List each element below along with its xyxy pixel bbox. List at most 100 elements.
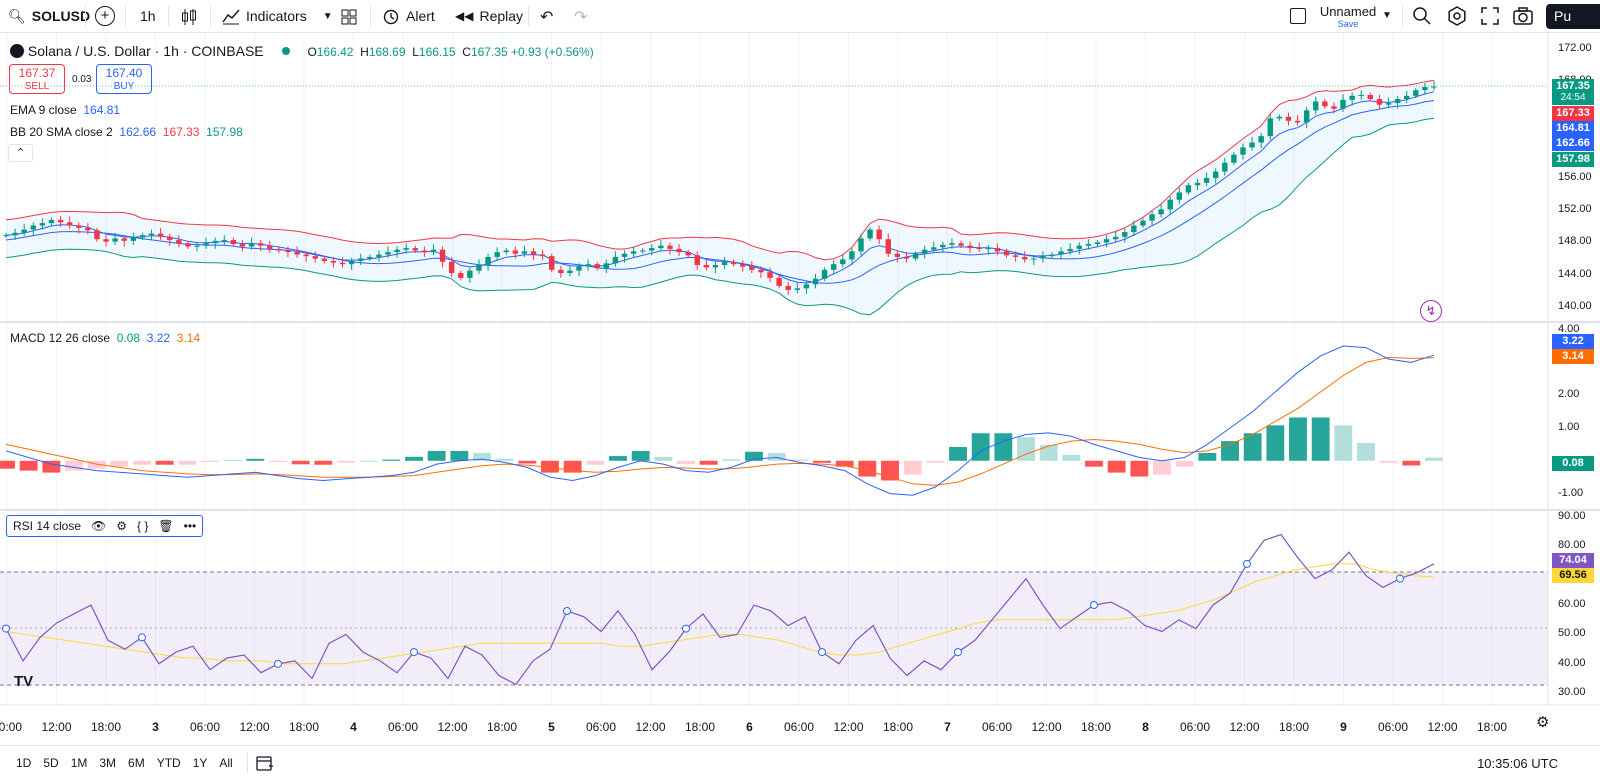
candle-body bbox=[903, 256, 910, 259]
candle-body bbox=[1340, 99, 1346, 109]
candle-body bbox=[849, 251, 855, 260]
candle-body bbox=[840, 259, 846, 265]
sell-button[interactable]: 167.37 SELL bbox=[9, 64, 65, 94]
candle-body bbox=[539, 254, 546, 257]
candle-body bbox=[176, 240, 182, 244]
rsi-legend[interactable]: RSI 14 close 👁︎ ⚙︎ { } 🗑︎ ••• bbox=[6, 515, 204, 537]
candle-body bbox=[285, 250, 291, 253]
time-axis-settings-icon[interactable]: ⚙︎ bbox=[1536, 714, 1550, 731]
candle-body bbox=[39, 223, 46, 226]
candle-body bbox=[339, 262, 346, 265]
time-axis-label: 5 bbox=[548, 720, 555, 734]
range-button-all[interactable]: All bbox=[219, 756, 233, 770]
buy-price: 167.40 bbox=[105, 66, 143, 80]
camera-snapshot-icon[interactable] bbox=[1513, 7, 1533, 25]
macd-hist-bar bbox=[813, 460, 831, 463]
settings-icon[interactable]: ⚙︎ bbox=[116, 519, 128, 533]
candle-body bbox=[1385, 103, 1392, 105]
candle-body bbox=[21, 229, 27, 233]
rsi-cross-marker bbox=[138, 633, 146, 642]
chevron-down-icon[interactable]: ▼ bbox=[1382, 10, 1392, 21]
range-button-5d[interactable]: 5D bbox=[43, 756, 59, 770]
candle-body bbox=[221, 240, 228, 242]
lightning-icon[interactable]: ↯ bbox=[1420, 300, 1442, 322]
fullscreen-icon[interactable] bbox=[1481, 7, 1499, 25]
candle-body bbox=[830, 264, 837, 270]
rsi-cross-marker bbox=[954, 648, 962, 657]
range-button-1m[interactable]: 1M bbox=[70, 756, 88, 770]
macd-hist-bar bbox=[269, 460, 287, 462]
macd-hist-bar bbox=[1130, 460, 1149, 477]
macd-label: MACD 12 26 close bbox=[10, 331, 111, 345]
macd-hist-bar bbox=[994, 433, 1013, 461]
range-button-3m[interactable]: 3M bbox=[99, 756, 117, 770]
clock[interactable]: 10:35:06 UTC bbox=[1477, 755, 1558, 771]
range-button-6m[interactable]: 6M bbox=[128, 756, 145, 770]
range-button-1y[interactable]: 1Y bbox=[192, 756, 208, 770]
bb-upper-value: 167.33 bbox=[162, 125, 200, 139]
alert-button[interactable]: Alert bbox=[382, 0, 435, 33]
candles-icon[interactable] bbox=[180, 8, 198, 26]
delete-icon[interactable]: 🗑︎ bbox=[158, 519, 174, 533]
chevron-down-icon: ▼ bbox=[322, 10, 333, 22]
macd-hist-bar bbox=[903, 460, 922, 475]
macd-hist-bar bbox=[450, 450, 469, 461]
ema-legend[interactable]: EMA 9 close 164.81 bbox=[10, 103, 120, 117]
templates-icon[interactable] bbox=[340, 8, 358, 26]
candle-body bbox=[749, 266, 755, 270]
legend-title: Solana / U.S. Dollar · 1h · COINBASE bbox=[27, 43, 264, 59]
symbol-search[interactable]: 🔍︎ SOLUSD bbox=[8, 0, 90, 33]
chart-canvas[interactable] bbox=[0, 0, 1600, 745]
add-symbol-icon[interactable]: + bbox=[95, 6, 115, 26]
source-code-icon[interactable]: { } bbox=[137, 519, 149, 533]
candle-body bbox=[1349, 95, 1355, 100]
macd-hist-bar bbox=[858, 460, 877, 477]
candle-body bbox=[394, 249, 400, 253]
bollinger-fill bbox=[6, 80, 1434, 315]
bb-lower-badge: 157.98 bbox=[1552, 152, 1594, 167]
settings-gear-icon[interactable] bbox=[1447, 6, 1467, 26]
ema-line bbox=[5, 91, 1435, 284]
time-axis-label: 12:00 bbox=[635, 720, 666, 734]
time-axis-label: 6 bbox=[746, 720, 753, 734]
range-button-ytd[interactable]: YTD bbox=[156, 756, 181, 770]
publish-button[interactable]: Pu bbox=[1546, 4, 1600, 29]
sell-label: SELL bbox=[24, 81, 50, 92]
rsi-label: RSI 14 close bbox=[13, 519, 82, 533]
macd-legend[interactable]: MACD 12 26 close 0.08 3.22 3.14 bbox=[10, 331, 200, 345]
publish-label: Pu bbox=[1554, 8, 1572, 24]
redo-icon[interactable]: ↷ bbox=[574, 9, 588, 26]
candle-body bbox=[230, 240, 237, 245]
quick-search-icon[interactable] bbox=[1412, 6, 1432, 26]
candle-body bbox=[730, 261, 737, 265]
layout-name-button[interactable]: Unnamed Save bbox=[1318, 4, 1378, 29]
candle-body bbox=[1067, 248, 1073, 252]
layout-checkbox[interactable] bbox=[1290, 8, 1306, 24]
goto-date-icon[interactable] bbox=[256, 755, 274, 771]
candle-body bbox=[567, 270, 573, 274]
more-icon[interactable]: ••• bbox=[183, 519, 197, 533]
bb-legend[interactable]: BB 20 SMA close 2 162.66 167.33 157.98 bbox=[10, 125, 243, 139]
rsi-cross-marker bbox=[410, 648, 418, 657]
macd-hist-bar bbox=[1017, 437, 1035, 461]
replay-button[interactable]: ◀◀ Replay bbox=[455, 0, 523, 33]
candle-body bbox=[630, 251, 637, 254]
candle-body bbox=[1212, 171, 1219, 178]
candle-body bbox=[512, 250, 519, 254]
rsi-line bbox=[5, 533, 1435, 686]
candle-body bbox=[1422, 86, 1428, 91]
time-axis-label: 18:00 bbox=[684, 720, 716, 734]
buy-button[interactable]: 167.40 BUY bbox=[96, 64, 152, 94]
collapse-legend-button[interactable]: ⌃ bbox=[8, 144, 33, 162]
undo-icon[interactable]: ↶ bbox=[540, 9, 554, 26]
range-button-1d[interactable]: 1D bbox=[16, 756, 32, 770]
bb-upper-line bbox=[5, 79, 1435, 261]
interval-button[interactable]: 1h bbox=[140, 0, 156, 33]
macd-hist-bar bbox=[1311, 417, 1330, 461]
candle-body bbox=[912, 253, 919, 259]
indicators-button[interactable]: Indicators ▼ bbox=[222, 0, 333, 33]
search-icon: 🔍︎ bbox=[8, 7, 26, 24]
eye-icon[interactable]: 👁︎ bbox=[91, 519, 107, 533]
candle-body bbox=[1021, 256, 1028, 260]
macd-hist-bar bbox=[654, 456, 673, 461]
